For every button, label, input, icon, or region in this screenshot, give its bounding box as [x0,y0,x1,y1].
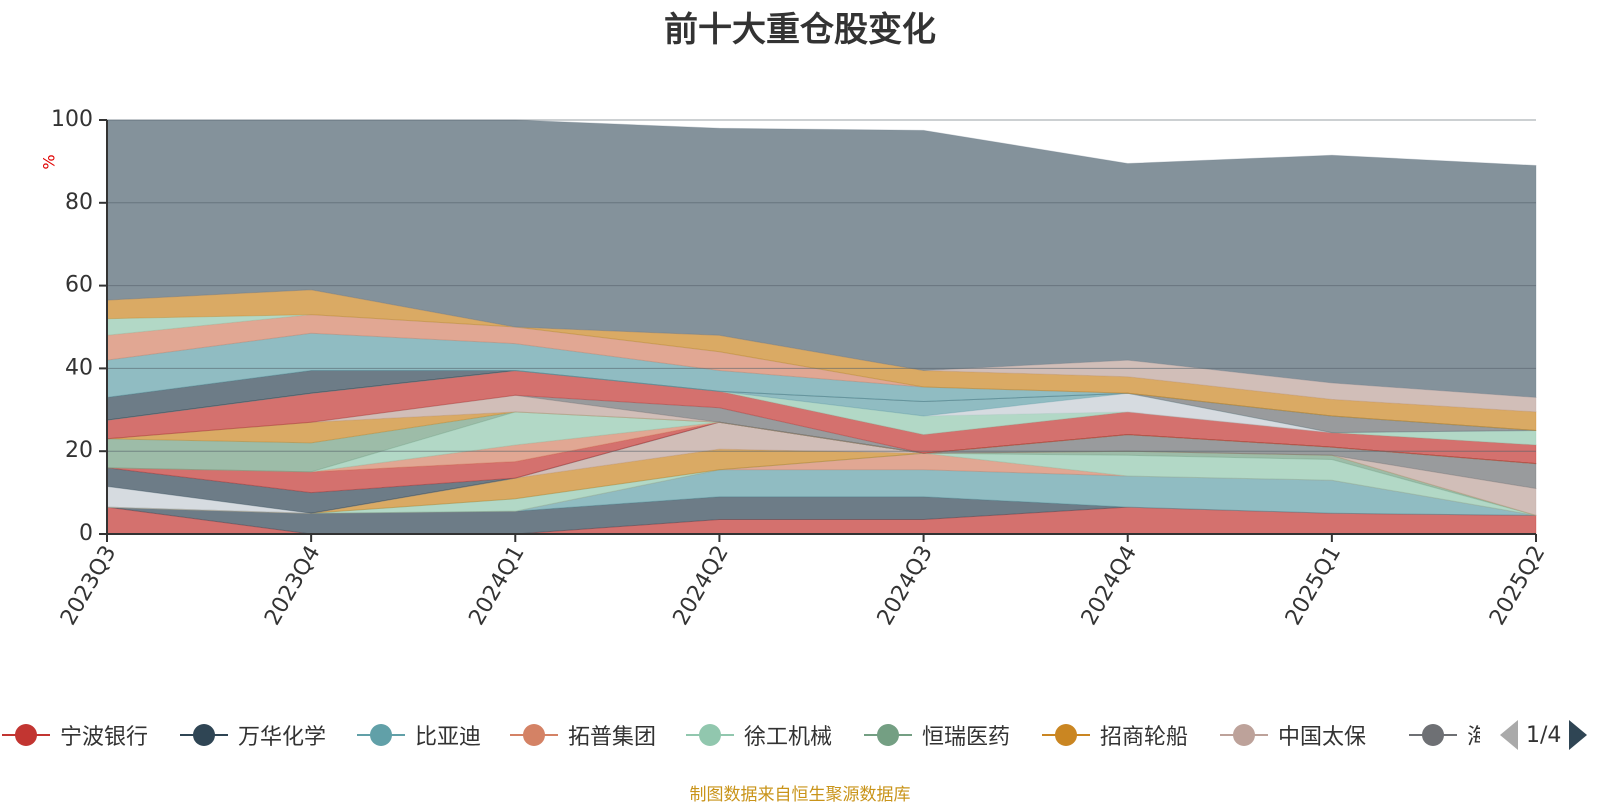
y-tick-label-5: 100 [51,107,93,132]
legend-prev-icon[interactable] [1500,720,1518,750]
area-series-27 [106,289,1537,432]
y-axis-label: % [40,154,59,169]
legend-item-6[interactable]: 招商轮船 [1040,718,1188,752]
y-tick-label-3: 60 [65,273,93,298]
legend-item-3[interactable]: 拓普集团 [508,718,656,752]
y-tick-label-1: 20 [65,438,93,463]
data-source-note: 制图数据来自恒生聚源数据库 [689,785,911,805]
legend-item-4[interactable]: 徐工机械 [684,718,832,752]
legend-marker-icon [864,724,912,746]
legend-marker-icon [1220,724,1268,746]
legend-label: 宁波银行 [60,725,149,750]
x-tick-label-3: 2024Q2 [669,542,734,630]
area-series-group [106,119,1537,535]
legend-page-indicator: 1/4 [1526,722,1562,748]
legend-label: 拓普集团 [568,725,657,750]
legend-marker-icon [1409,724,1457,746]
legend-marker-icon [180,724,228,746]
x-tick-label-7: 2025Q2 [1485,542,1550,630]
x-tick-label-6: 2025Q1 [1281,542,1346,630]
legend-label: 徐工机械 [744,725,833,750]
area-series-23 [106,369,1537,431]
legend-label: 比亚迪 [415,725,482,750]
x-tick-label-5: 2024Q4 [1077,542,1142,630]
legend-marker-icon [686,724,734,746]
y-tick-label-2: 40 [65,355,93,380]
legend-label: 恒瑞医药 [922,725,1011,750]
x-tick-label-4: 2024Q3 [873,542,938,630]
legend-marker-icon [2,724,50,746]
legend-next-icon[interactable] [1569,720,1588,750]
grid-lines [107,119,1536,452]
area-series-29 [106,119,1537,398]
x-tick-label-1: 2023Q4 [260,542,325,630]
legend-label: 中国太保 [1278,725,1367,750]
legend-item-5[interactable]: 恒瑞医药 [862,718,1010,752]
y-tick-label-0: 0 [79,521,93,546]
legend-marker-icon [1042,724,1090,746]
legend-marker-icon [357,724,405,746]
area-series-28 [106,289,1537,413]
legend-item-8[interactable]: 海尔智家 [1407,718,1480,752]
x-tick-label-0: 2023Q3 [56,542,121,630]
legend-label: 万华化学 [238,725,327,750]
legend-label: 海尔智家 [1467,725,1480,750]
x-tick-label-2: 2024Q1 [464,542,529,630]
y-tick-label-4: 80 [65,190,93,215]
legend-item-2[interactable]: 比亚迪 [355,718,481,752]
legend: 宁波银行 万华化学 比亚迪 拓普集团 徐工机械 恒瑞医药 招商轮船 中国太保 海尔智家 [0,718,1480,758]
legend-pager: 1/4 [1500,718,1600,752]
legend-item-7[interactable]: 中国太保 [1218,718,1366,752]
legend-marker-icon [510,724,558,746]
chart-title: 前十大重仓股变化 [664,10,936,50]
legend-label: 招商轮船 [1100,725,1189,750]
legend-item-0[interactable]: 宁波银行 [0,718,148,752]
area-series-19 [106,369,1537,446]
area-series-25 [106,314,1537,431]
legend-item-1[interactable]: 万华化学 [178,718,326,752]
